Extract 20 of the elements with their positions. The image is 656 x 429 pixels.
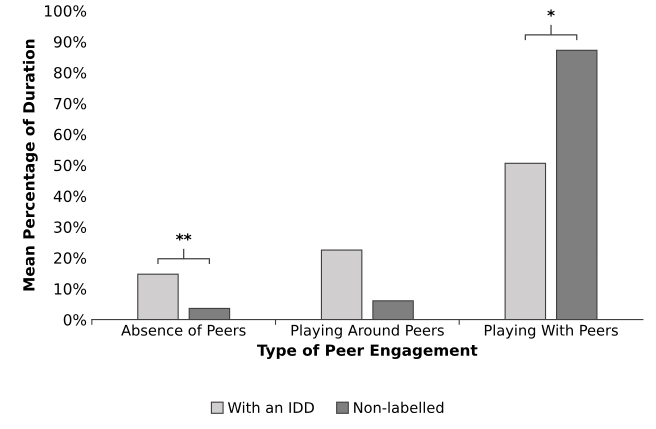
y-tick-label: 90%	[54, 36, 86, 48]
y-tick-label: 20%	[54, 252, 86, 264]
y-tick-label: 60%	[54, 128, 86, 140]
y-tick-label: 50%	[54, 160, 86, 172]
y-tick-label: 10%	[54, 283, 86, 295]
x-tick-label: Absence of Peers	[121, 324, 246, 336]
legend-label: With an IDD	[228, 402, 314, 414]
annotation: **	[176, 233, 192, 241]
y-tick-label: 0%	[64, 314, 86, 326]
annotation: *	[547, 9, 555, 17]
y-tick-label: 40%	[54, 190, 86, 202]
y-tick-label: 80%	[54, 66, 86, 79]
x-axis-title: Type of Peer Engagement	[257, 344, 478, 360]
x-tick-label: Playing With Peers	[484, 324, 618, 339]
y-tick-label: 30%	[54, 221, 86, 233]
y-tick-label: 100%	[44, 5, 86, 17]
y-axis-title: Mean Percentage of Duration	[22, 40, 38, 290]
legend-label: Non-labelled	[354, 402, 444, 414]
y-tick-label: 70%	[54, 98, 86, 110]
x-tick-label: Playing Around Peers	[292, 324, 444, 339]
